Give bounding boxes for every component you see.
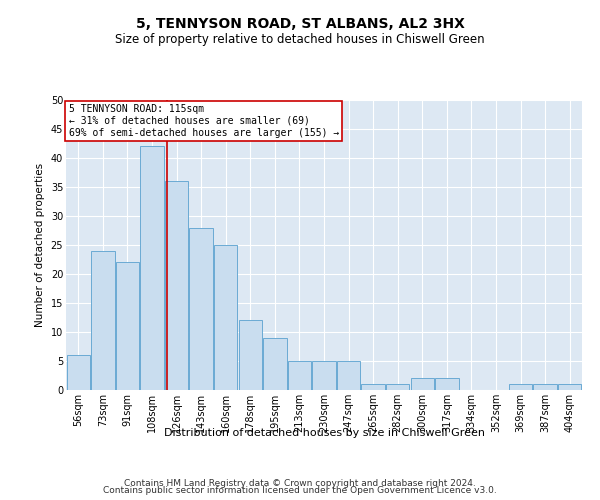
Bar <box>435 378 458 390</box>
Bar <box>337 361 360 390</box>
Bar <box>214 245 238 390</box>
Bar <box>67 355 90 390</box>
Text: Contains HM Land Registry data © Crown copyright and database right 2024.: Contains HM Land Registry data © Crown c… <box>124 478 476 488</box>
Text: Distribution of detached houses by size in Chiswell Green: Distribution of detached houses by size … <box>163 428 485 438</box>
Bar <box>239 320 262 390</box>
Bar <box>263 338 287 390</box>
Bar <box>313 361 335 390</box>
Bar <box>140 146 164 390</box>
Bar <box>509 384 532 390</box>
Bar <box>533 384 557 390</box>
Text: Size of property relative to detached houses in Chiswell Green: Size of property relative to detached ho… <box>115 32 485 46</box>
Text: Contains public sector information licensed under the Open Government Licence v3: Contains public sector information licen… <box>103 486 497 495</box>
Bar <box>558 384 581 390</box>
Bar <box>190 228 213 390</box>
Bar <box>288 361 311 390</box>
Bar <box>361 384 385 390</box>
Bar <box>116 262 139 390</box>
Text: 5, TENNYSON ROAD, ST ALBANS, AL2 3HX: 5, TENNYSON ROAD, ST ALBANS, AL2 3HX <box>136 18 464 32</box>
Bar <box>386 384 409 390</box>
Bar <box>91 251 115 390</box>
Bar <box>410 378 434 390</box>
Y-axis label: Number of detached properties: Number of detached properties <box>35 163 45 327</box>
Bar <box>165 181 188 390</box>
Text: 5 TENNYSON ROAD: 115sqm
← 31% of detached houses are smaller (69)
69% of semi-de: 5 TENNYSON ROAD: 115sqm ← 31% of detache… <box>68 104 339 138</box>
